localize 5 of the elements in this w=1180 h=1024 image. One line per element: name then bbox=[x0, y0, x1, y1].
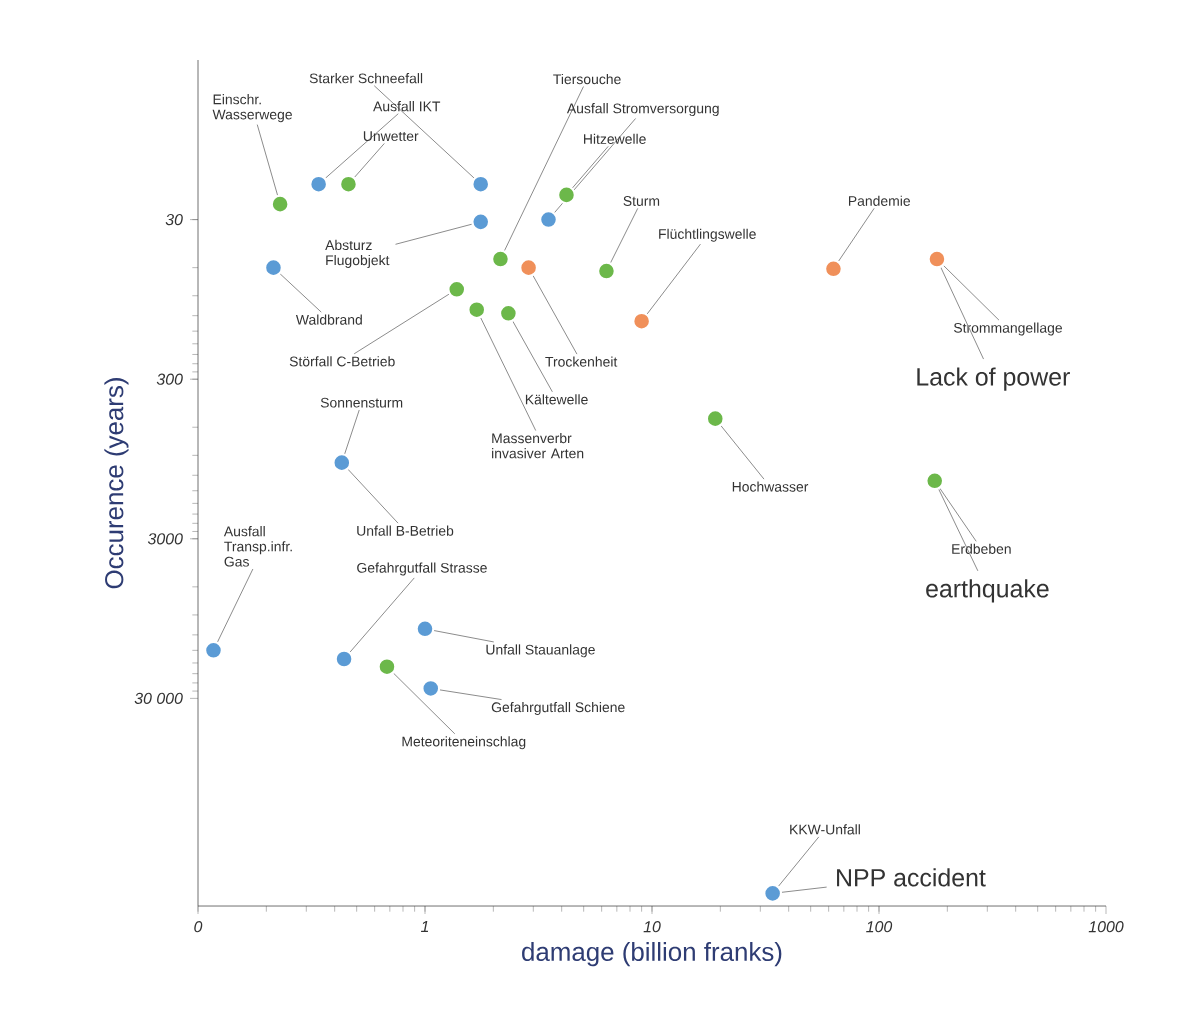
annotation: NPP accident bbox=[837, 868, 986, 887]
annotation: earthquake bbox=[926, 579, 1049, 603]
x-axis-title: damage (billion franks) bbox=[522, 942, 782, 967]
y-axis-title: Occurence (years) bbox=[104, 378, 129, 589]
annotation: Lack of power bbox=[917, 367, 1070, 391]
